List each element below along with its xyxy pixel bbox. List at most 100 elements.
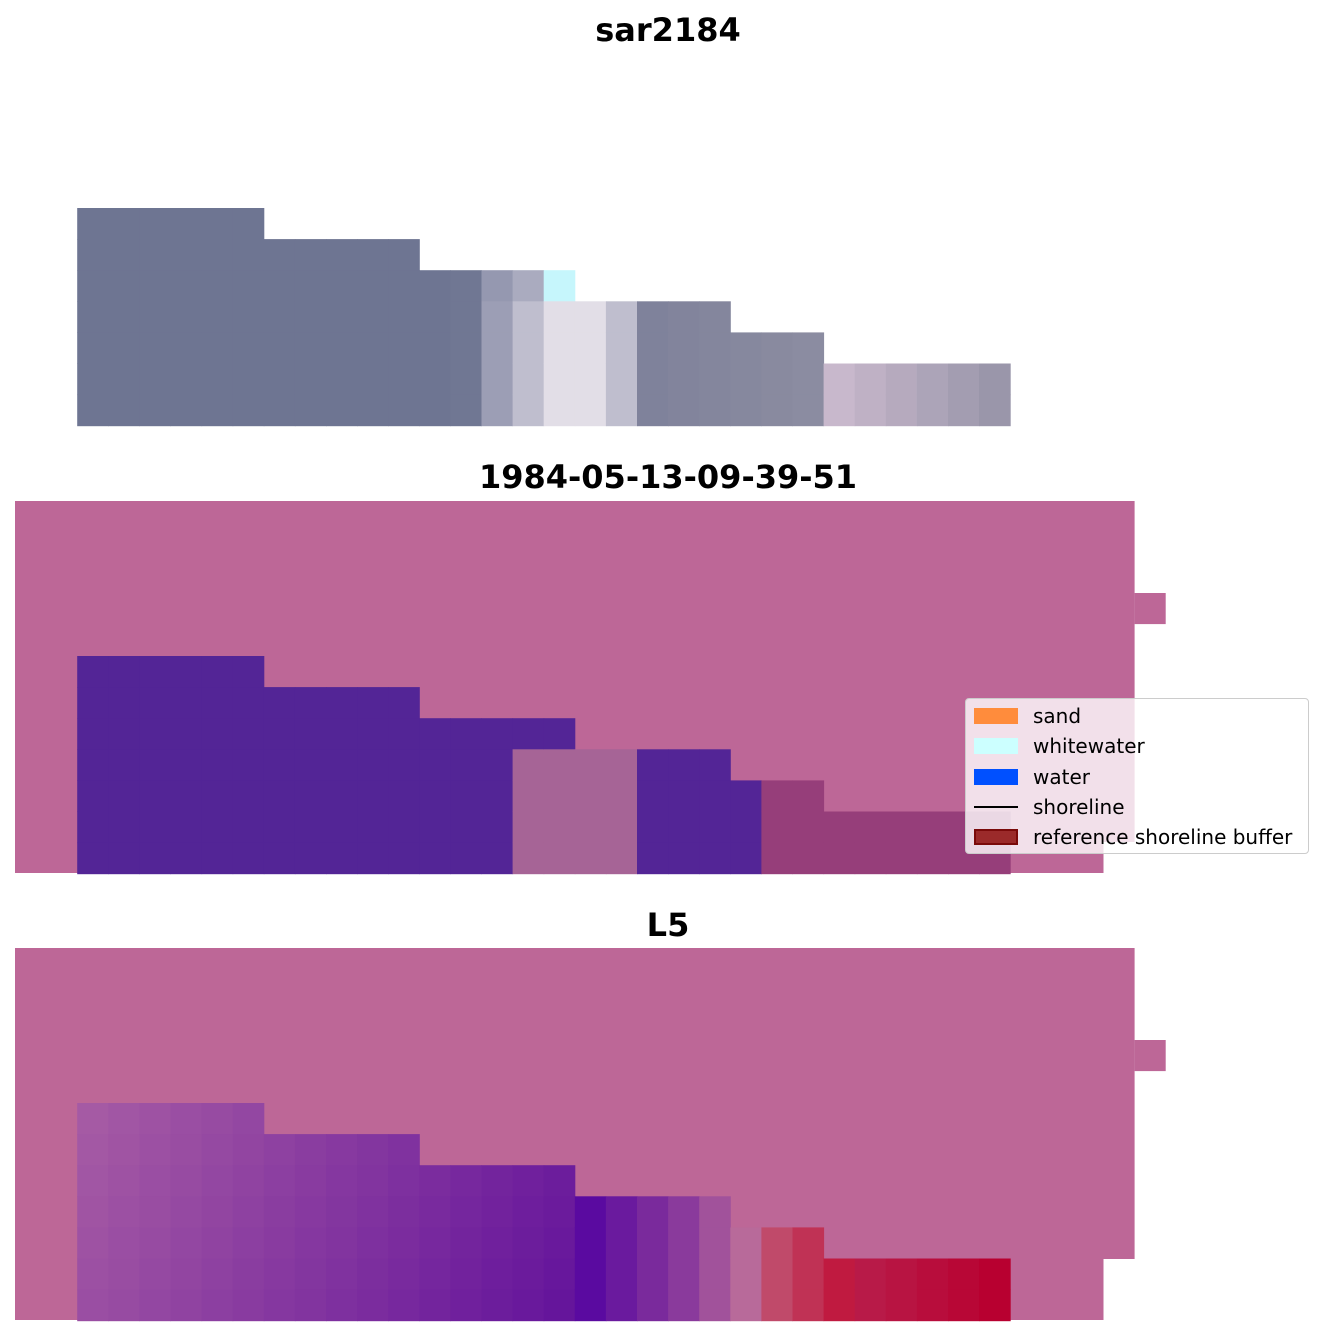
class-pixel <box>605 842 638 875</box>
class-pixel <box>543 811 576 844</box>
legend-item-water: water <box>974 763 1090 791</box>
sar-pixel <box>108 208 140 240</box>
sar-pixel <box>730 332 762 364</box>
prob-pixel <box>388 1196 420 1228</box>
sar-pixel <box>388 270 420 302</box>
sar-pixel <box>948 363 980 396</box>
class-pixel <box>512 780 545 812</box>
prob-pixel <box>326 1289 358 1322</box>
sar-pixel <box>450 270 482 302</box>
sar-pixel <box>139 239 171 271</box>
sar-pixel <box>854 394 887 427</box>
class-pixel <box>450 780 482 812</box>
class-pixel <box>605 780 638 812</box>
prob-pixel <box>232 1196 265 1228</box>
class-pixel <box>699 811 731 844</box>
sar-pixel <box>605 394 638 427</box>
sar-pixel <box>730 394 762 427</box>
prob-pixel <box>139 1258 171 1291</box>
class-pixel <box>419 842 451 875</box>
class-pixel <box>108 656 140 688</box>
class-pixel <box>885 842 918 875</box>
prob-pixel <box>637 1227 669 1259</box>
class-pixel <box>854 811 887 844</box>
legend-item-reference-buffer: reference shoreline buffer <box>974 823 1292 851</box>
prob-pixel <box>294 1258 327 1291</box>
sar-pixel <box>792 363 825 396</box>
class-pixel <box>823 842 856 875</box>
prob-pixel <box>823 1289 856 1322</box>
sar-pixel <box>77 363 109 396</box>
prob-pixel <box>170 1227 203 1259</box>
class-pixel <box>605 749 638 781</box>
class-pixel <box>263 780 296 812</box>
l5-probability-panel <box>15 948 1166 1337</box>
prob-pixel <box>294 1134 327 1166</box>
class-pixel <box>916 811 949 844</box>
prob-pixel <box>605 1227 638 1259</box>
class-pixel <box>357 687 389 719</box>
class-pixel <box>294 749 327 781</box>
prob-pixel <box>388 1289 420 1322</box>
class-pixel <box>668 780 700 812</box>
prob-pixel <box>730 1258 762 1291</box>
legend-label: water <box>1033 765 1090 789</box>
sar-pixel <box>232 239 265 271</box>
prob-pixel <box>512 1289 545 1322</box>
sar-pixel <box>108 332 140 364</box>
sar-pixel <box>232 208 265 240</box>
mask-notch <box>1134 1040 1166 1072</box>
sar-pixel <box>326 239 358 271</box>
class-pixel <box>170 811 203 844</box>
class-pixel <box>574 749 607 781</box>
sar-pixel <box>294 301 327 333</box>
class-pixel <box>326 842 358 875</box>
sar-pixel <box>668 332 700 364</box>
sar-pixel <box>294 394 327 427</box>
sar-pixel <box>388 363 420 396</box>
class-pixel <box>388 842 420 875</box>
prob-pixel <box>481 1165 514 1197</box>
sar-pixel <box>419 394 451 427</box>
sar-pixel <box>543 332 576 364</box>
class-pixel <box>637 811 669 844</box>
sar-pixel <box>668 301 700 333</box>
prob-pixel <box>294 1289 327 1322</box>
prob-pixel <box>388 1227 420 1259</box>
sar-pixel <box>294 332 327 364</box>
sar-pixel <box>761 394 793 427</box>
class-pixel <box>263 842 296 875</box>
panel-title-sar2184: sar2184 <box>595 11 741 49</box>
sar-pixel <box>916 363 949 396</box>
prob-pixel <box>139 1196 171 1228</box>
class-pixel <box>357 811 389 844</box>
sar-pixel <box>761 363 793 396</box>
class-pixel <box>170 749 203 781</box>
sar-pixel <box>263 363 296 396</box>
sar-pixel <box>77 270 109 302</box>
sar-pixel <box>574 332 607 364</box>
class-pixel <box>512 718 545 750</box>
prob-pixel <box>77 1258 109 1291</box>
prob-pixel <box>761 1258 793 1291</box>
sar-pixel <box>108 270 140 302</box>
prob-pixel <box>668 1289 700 1322</box>
class-pixel <box>232 780 265 812</box>
sar-pixel <box>201 363 234 396</box>
prob-pixel <box>481 1227 514 1259</box>
sar-pixel <box>108 239 140 271</box>
prob-pixel <box>170 1134 203 1166</box>
sar-pixel <box>201 394 234 427</box>
class-pixel <box>481 811 514 844</box>
prob-pixel <box>916 1289 949 1322</box>
prob-pixel <box>108 1134 140 1166</box>
class-pixel <box>326 780 358 812</box>
legend-item-whitewater: whitewater <box>974 732 1145 760</box>
prob-pixel <box>419 1196 451 1228</box>
prob-pixel <box>232 1227 265 1259</box>
sar-pixel <box>108 363 140 396</box>
sar-pixel <box>979 363 1011 396</box>
prob-pixel <box>823 1258 856 1291</box>
prob-pixel <box>263 1134 296 1166</box>
class-pixel <box>419 718 451 750</box>
